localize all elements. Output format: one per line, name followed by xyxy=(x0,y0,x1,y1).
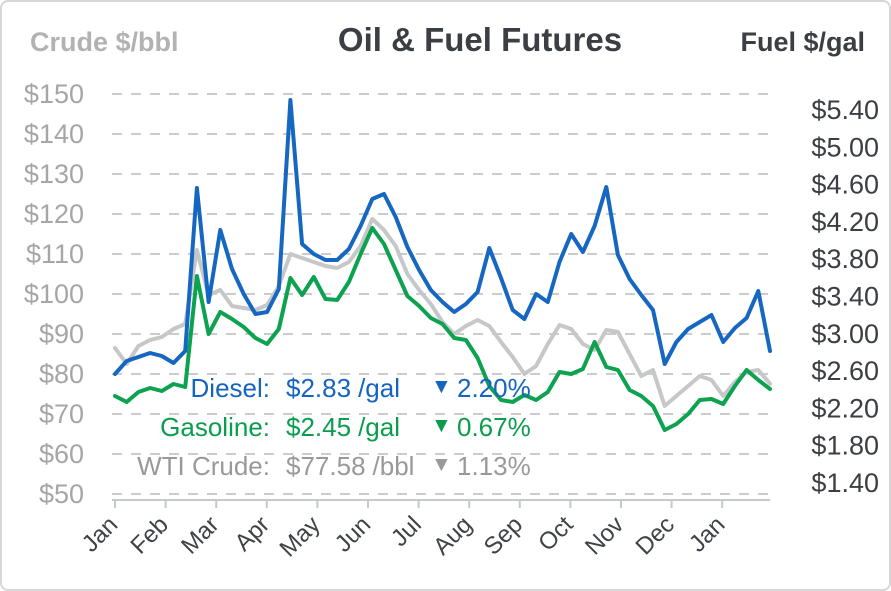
down-triangle-icon: ▼ xyxy=(431,453,452,476)
left-tick-label: $150 xyxy=(24,79,84,109)
y-axis-left-labels: $150 $140 $130 $120 $110 $100 $90 $80 $70 $60 $50 xyxy=(24,79,84,509)
left-tick-label: $140 xyxy=(24,119,84,149)
right-tick-label: $5.00 xyxy=(811,132,879,162)
legend-change-percent: 0.67% xyxy=(457,412,531,442)
month-label: Apr xyxy=(230,511,276,557)
down-triangle-icon: ▼ xyxy=(431,414,452,437)
right-tick-label: $1.40 xyxy=(811,468,879,498)
legend-series-name: Gasoline: xyxy=(160,412,270,442)
legend-series-name: WTI Crude: xyxy=(137,451,270,481)
right-tick-label: $4.20 xyxy=(811,207,879,237)
series-line-diesel xyxy=(113,98,772,376)
left-tick-label: $80 xyxy=(39,359,84,389)
left-tick-label: $60 xyxy=(39,439,84,469)
legend-row-wti-crude: WTI Crude: $77.58/bbl ▼ 1.13% xyxy=(2,451,562,490)
month-label: Aug xyxy=(428,511,477,560)
gridlines xyxy=(112,93,770,495)
legend-series-value: $2.45 xyxy=(286,412,352,442)
right-tick-label: $1.80 xyxy=(811,431,879,461)
right-axis-title: Fuel $/gal xyxy=(740,27,865,57)
legend-series-value: $77.58 xyxy=(286,451,366,481)
month-label: Mar xyxy=(176,511,224,559)
chart-title: Oil & Fuel Futures xyxy=(337,21,623,58)
left-tick-label: $70 xyxy=(39,399,84,429)
right-tick-label: $2.60 xyxy=(811,356,879,386)
month-label: Jan xyxy=(684,511,730,557)
legend-value-group: $77.58/bbl xyxy=(286,451,414,482)
legend-value-group: $2.45/gal xyxy=(286,412,400,443)
series-line-gasoline xyxy=(113,226,772,432)
month-label: Sep xyxy=(479,511,528,560)
month-label: Nov xyxy=(580,511,629,560)
left-tick-label: $50 xyxy=(39,479,84,509)
right-tick-label: $3.80 xyxy=(811,244,879,274)
legend-series-value: $2.83 xyxy=(286,373,352,403)
month-label: Jan xyxy=(77,511,123,557)
legend-row-gasoline: Gasoline: $2.45/gal ▼ 0.67% xyxy=(2,412,562,451)
legend: Diesel: $2.83/gal ▼ 2.20% Gasoline: $2.45/gal… xyxy=(2,373,562,490)
month-label: Jul xyxy=(386,511,427,552)
right-tick-label: $5.40 xyxy=(811,95,879,125)
month-label: May xyxy=(274,511,325,562)
left-tick-label: $110 xyxy=(26,239,84,269)
legend-series-name: Diesel: xyxy=(190,373,270,403)
month-label: Oct xyxy=(533,511,579,557)
month-label: Jun xyxy=(330,511,376,557)
right-tick-label: $4.60 xyxy=(811,170,879,200)
legend-series-unit: /gal xyxy=(358,373,400,403)
right-tick-label: $2.20 xyxy=(811,393,879,423)
legend-change-percent: 2.20% xyxy=(457,373,531,403)
legend-series-unit: /bbl xyxy=(372,451,415,481)
month-label: Feb xyxy=(126,511,174,559)
right-tick-label: $3.40 xyxy=(811,282,879,312)
left-axis-title: Crude $/bbl xyxy=(30,27,179,57)
legend-series-unit: /gal xyxy=(358,412,400,442)
series-lines xyxy=(113,98,772,432)
x-axis: Jan Feb Mar Apr May Jun Jul Aug Sep Oct Nov Dec Jan xyxy=(77,499,770,562)
legend-row-diesel: Diesel: $2.83/gal ▼ 2.20% xyxy=(2,373,562,412)
month-label: Dec xyxy=(631,511,680,560)
legend-value-group: $2.83/gal xyxy=(286,373,400,404)
legend-change-percent: 1.13% xyxy=(457,451,531,481)
y-axis-right-labels: $5.40 $5.00 $4.60 $4.20 $3.80 $3.40 $3.00 $2.60… xyxy=(811,95,879,498)
left-tick-label: $100 xyxy=(24,279,84,309)
down-triangle-icon: ▼ xyxy=(431,375,452,398)
right-tick-label: $3.00 xyxy=(811,319,879,349)
left-tick-label: $120 xyxy=(24,199,84,229)
left-tick-label: $90 xyxy=(39,319,84,349)
left-tick-label: $130 xyxy=(24,159,84,189)
